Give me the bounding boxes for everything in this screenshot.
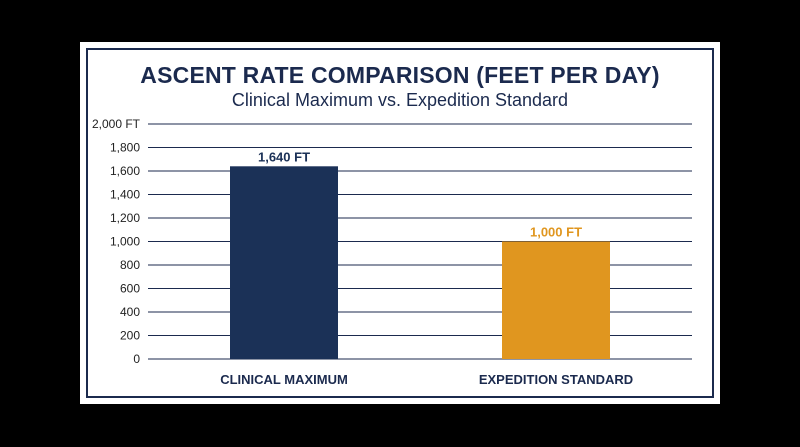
data-label: 1,000 FT bbox=[530, 225, 582, 240]
chart-subtitle: Clinical Maximum vs. Expedition Standard bbox=[231, 90, 569, 110]
y-tick-label: 800 bbox=[120, 258, 140, 272]
y-tick-label: 400 bbox=[120, 305, 140, 319]
y-tick-label: 1,200 bbox=[110, 211, 140, 225]
y-tick-label: 1,400 bbox=[110, 188, 140, 202]
data-label: 1,640 FT bbox=[258, 149, 310, 164]
y-tick-label: 2,000 FT bbox=[92, 117, 141, 131]
y-tick-label: 1,000 bbox=[110, 235, 140, 249]
bar bbox=[230, 166, 338, 359]
bar-chart: 0 200 400 600 800 1,000 1,200 1,400 1,600 1,800 2,… bbox=[92, 117, 692, 387]
chart-card: ASCENT RATE COMPARISON (FEET PER DAY) Cl… bbox=[80, 42, 720, 404]
y-tick-label: 1,600 bbox=[110, 164, 140, 178]
y-tick-label: 0 bbox=[133, 352, 140, 366]
bar bbox=[502, 241, 610, 359]
chart-frame bbox=[86, 48, 714, 398]
y-tick-label: 1,800 bbox=[110, 141, 140, 155]
y-tick-label: 200 bbox=[120, 329, 140, 343]
y-tick-label: 600 bbox=[120, 282, 140, 296]
chart-title: ASCENT RATE COMPARISON (FEET PER DAY) bbox=[140, 62, 660, 88]
x-category-label: EXPEDITION STANDARD bbox=[479, 372, 633, 387]
x-category-label: CLINICAL MAXIMUM bbox=[220, 372, 348, 387]
